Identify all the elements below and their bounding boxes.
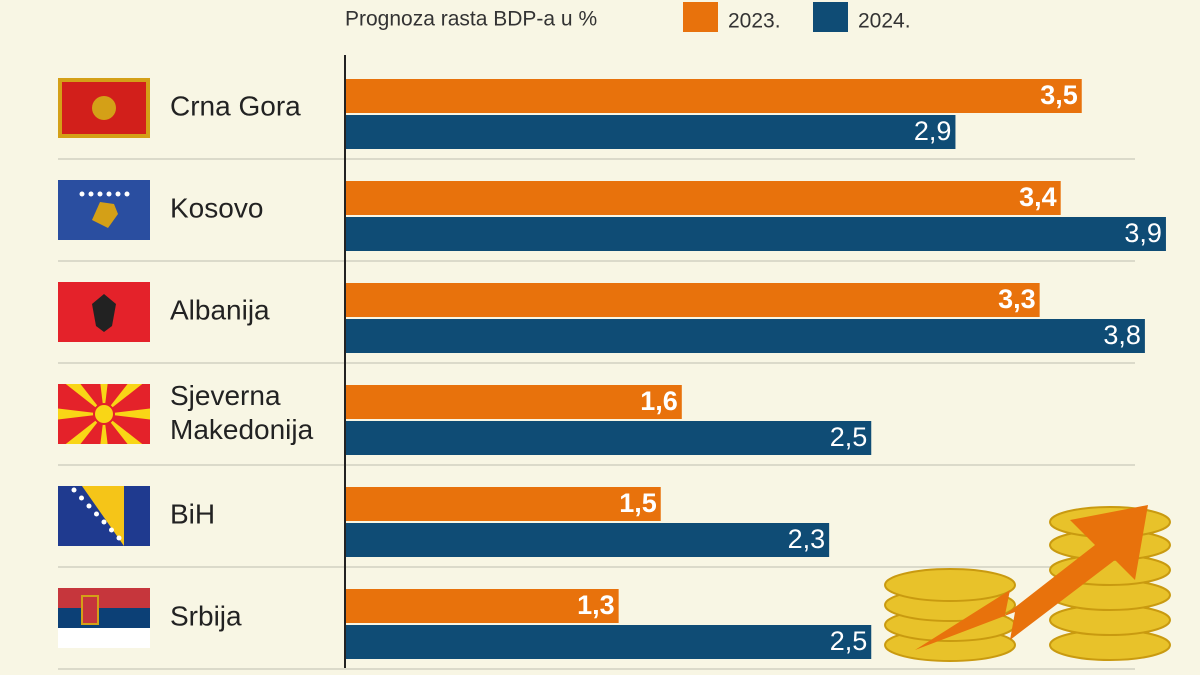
data-label: 2,3 xyxy=(788,524,826,554)
data-label: 2,5 xyxy=(830,626,868,656)
bar xyxy=(345,523,830,557)
bar xyxy=(345,589,619,623)
data-label: 3,9 xyxy=(1124,218,1162,248)
flag xyxy=(106,191,112,197)
flag xyxy=(79,191,85,197)
data-label: 2,5 xyxy=(830,422,868,452)
flag xyxy=(81,595,99,625)
flag xyxy=(100,384,108,414)
category-label: BiH xyxy=(170,498,215,529)
flag xyxy=(65,384,104,414)
bar xyxy=(345,487,661,521)
category-label: Albanija xyxy=(170,294,270,325)
bar xyxy=(345,115,956,149)
data-label: 2,9 xyxy=(914,116,952,146)
data-label: 1,3 xyxy=(577,590,615,620)
bar xyxy=(345,79,1082,113)
flag xyxy=(58,408,104,420)
category-label: Crna Gora xyxy=(170,90,301,121)
flag xyxy=(97,191,103,197)
flag xyxy=(124,191,130,197)
legend-swatch xyxy=(683,2,718,32)
data-label: 3,5 xyxy=(1040,80,1078,110)
flag xyxy=(92,202,118,228)
flag xyxy=(92,294,116,332)
category-label: Sjeverna Makedonija xyxy=(170,380,314,445)
flag xyxy=(104,384,143,414)
data-label: 3,8 xyxy=(1103,320,1141,350)
data-label: 1,6 xyxy=(640,386,678,416)
legend-title: Prognoza rasta BDP-a u % xyxy=(345,8,597,31)
bar xyxy=(345,319,1145,353)
legend-label: 2023. xyxy=(728,10,781,33)
bar xyxy=(345,181,1061,215)
bar xyxy=(345,217,1166,251)
bar xyxy=(345,625,872,659)
legend-label: 2024. xyxy=(858,10,911,33)
flag xyxy=(86,503,92,509)
category-label: Srbija xyxy=(170,600,242,631)
flag xyxy=(58,628,150,648)
bar xyxy=(345,283,1040,317)
flag xyxy=(58,588,150,608)
flag xyxy=(115,191,121,197)
flag xyxy=(104,408,150,420)
flag xyxy=(94,511,99,517)
flag xyxy=(65,414,104,444)
flag xyxy=(58,608,150,628)
flag xyxy=(71,487,77,493)
flag xyxy=(104,414,143,444)
category-label: Kosovo xyxy=(170,192,263,223)
flag xyxy=(79,495,84,501)
flag xyxy=(116,535,122,541)
data-label: 1,5 xyxy=(619,488,657,518)
legend-swatch xyxy=(813,2,848,32)
flag xyxy=(101,519,107,525)
flag xyxy=(93,403,115,425)
coins-decoration xyxy=(884,505,1171,662)
bar xyxy=(345,421,872,455)
flag xyxy=(109,527,114,533)
flag xyxy=(88,191,94,197)
data-label: 3,4 xyxy=(1019,182,1057,212)
flag xyxy=(92,96,116,120)
flag xyxy=(100,414,108,444)
data-label: 3,3 xyxy=(998,284,1036,314)
bar xyxy=(345,385,682,419)
